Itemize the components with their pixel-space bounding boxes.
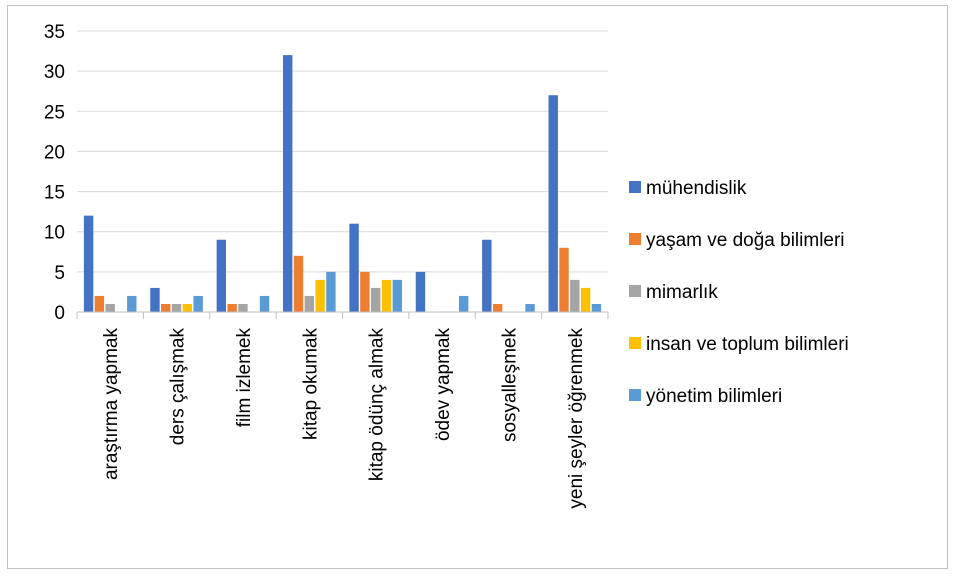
legend-label: mimarlık	[646, 282, 718, 303]
bar-4-3	[381, 279, 392, 312]
bar-5-4	[458, 295, 469, 312]
category-label: yeni şeyler öğrenmek	[566, 328, 587, 509]
legend-swatch	[629, 337, 641, 349]
legend-label: mühendislik	[646, 178, 747, 199]
bar-0-2	[105, 303, 115, 312]
x-axis: araştırma yapmak ders çalışmak film izleme…	[76, 311, 609, 509]
bars	[83, 55, 602, 312]
bar-chart: 0 5 10 15 20 25 30 35 araştırma yapmak ders çalı…	[44, 22, 849, 509]
bar-1-1	[161, 303, 171, 312]
bar-6-1	[492, 303, 503, 312]
bar-1-3	[182, 303, 193, 312]
bar-4-2	[370, 287, 381, 312]
bar-1-0	[150, 287, 160, 312]
bar-2-0	[216, 239, 227, 312]
y-axis: 0 5 10 15 20 25 30 35	[44, 22, 65, 324]
legend-swatch	[629, 233, 641, 245]
bar-6-4	[525, 303, 535, 312]
y-tick-label: 35	[44, 22, 65, 43]
category-label: sosyalleşmek	[499, 328, 520, 443]
bar-0-0	[83, 215, 94, 312]
category-label: ödev yapmak	[433, 328, 454, 442]
bar-7-4	[591, 303, 602, 312]
category-label: film izlemek	[234, 328, 255, 428]
bar-3-0	[283, 55, 293, 312]
y-tick-label: 20	[44, 142, 65, 163]
gridlines	[77, 30, 608, 273]
bar-7-1	[559, 247, 569, 312]
bar-6-0	[482, 239, 492, 312]
legend-swatch	[629, 389, 641, 401]
y-tick-label: 0	[54, 303, 65, 324]
bar-1-2	[171, 303, 182, 312]
bar-7-0	[548, 95, 558, 312]
bar-4-4	[392, 279, 402, 312]
bar-0-4	[127, 295, 137, 312]
bar-1-4	[193, 295, 203, 312]
y-tick-label: 15	[44, 183, 65, 204]
legend-swatch	[629, 285, 641, 297]
bar-3-4	[326, 271, 336, 312]
category-label: kitap okumak	[300, 328, 321, 440]
bar-2-1	[227, 303, 237, 312]
legend-label: yaşam ve doğa bilimleri	[646, 230, 845, 251]
legend: mühendislik yaşam ve doğa bilimleri mimarl…	[629, 178, 849, 407]
bar-3-1	[293, 255, 304, 312]
bar-2-2	[238, 303, 248, 312]
bar-3-2	[304, 295, 315, 312]
y-tick-label: 10	[44, 223, 65, 244]
bar-4-0	[349, 223, 359, 312]
y-tick-label: 5	[54, 263, 65, 284]
category-label: kitap ödünç almak	[367, 328, 388, 482]
bar-4-1	[360, 271, 370, 312]
bar-7-2	[570, 279, 580, 312]
y-tick-label: 25	[44, 102, 65, 123]
y-tick-label: 30	[44, 62, 65, 83]
bar-3-3	[315, 279, 325, 312]
bar-5-0	[415, 271, 426, 312]
legend-label: yönetim bilimleri	[646, 386, 782, 407]
legend-swatch	[629, 181, 641, 193]
category-label: araştırma yapmak	[101, 328, 122, 481]
legend-label: insan ve toplum bilimleri	[646, 334, 849, 355]
chart-frame: 0 5 10 15 20 25 30 35 araştırma yapmak ders çalı…	[7, 5, 948, 569]
bar-0-1	[94, 295, 105, 312]
bar-7-3	[580, 287, 591, 312]
bar-2-4	[259, 295, 270, 312]
category-label: ders çalışmak	[168, 328, 189, 446]
